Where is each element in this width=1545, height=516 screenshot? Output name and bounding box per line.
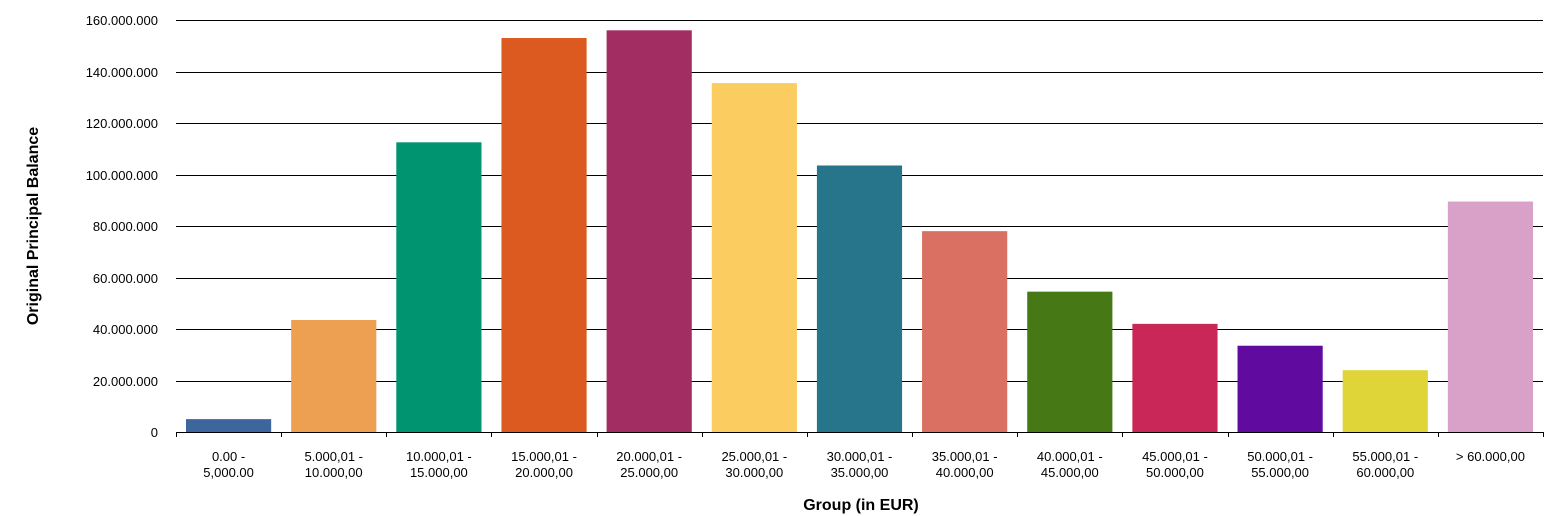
y-tick-label: 60.000.000 xyxy=(93,271,158,286)
y-tick-label: 40.000.000 xyxy=(93,322,158,337)
bar xyxy=(816,165,903,433)
bar xyxy=(1027,291,1113,432)
bar xyxy=(396,142,482,432)
x-tick-label: 25.000,01 -30.000,00 xyxy=(721,449,787,480)
axes xyxy=(176,432,1544,437)
x-tick-label: 55.000,01 -60.000,00 xyxy=(1352,449,1418,480)
bars xyxy=(185,30,1534,433)
y-tick-label: 100.000.000 xyxy=(86,168,158,183)
y-axis-title: Original Principal Balance xyxy=(25,127,42,325)
bar xyxy=(501,38,587,433)
y-tick-label: 160.000.000 xyxy=(86,13,158,28)
y-tick-label: 140.000.000 xyxy=(86,65,158,80)
x-tick-label: 20.000,01 -25.000,00 xyxy=(616,449,682,480)
bar xyxy=(185,419,272,432)
x-tick-label: 45.000,01 -50.000,00 xyxy=(1142,449,1208,480)
y-tick-label: 120.000.000 xyxy=(86,116,158,131)
x-axis-title: Group (in EUR) xyxy=(803,497,919,514)
x-tick-labels: 0.00 -5,000.00 5.000,01 -10.000,00 10.000,… xyxy=(203,449,1525,480)
x-tick-label: 0.00 -5,000.00 xyxy=(203,449,254,480)
bar xyxy=(711,83,797,433)
y-tick-label: 20.000.000 xyxy=(93,374,158,389)
bar xyxy=(1447,201,1534,432)
bar xyxy=(1237,345,1323,432)
bar xyxy=(922,231,1008,432)
bar xyxy=(1342,370,1428,432)
x-tick-label: 5.000,01 -10.000,00 xyxy=(304,449,363,480)
x-tick-label: 40.000,01 -45.000,00 xyxy=(1037,449,1103,480)
bar xyxy=(291,319,377,432)
bar xyxy=(606,30,692,433)
x-tick-label: 50.000,01 -55.000,00 xyxy=(1247,449,1313,480)
x-tick-label: 10.000,01 -15.000,00 xyxy=(406,449,472,480)
bar xyxy=(1132,323,1218,432)
x-tick-label: 30.000,01 -35.000,00 xyxy=(827,449,893,480)
y-tick-labels: 0 20.000.000 40.000.000 60.000.000 80.000.00… xyxy=(86,13,158,440)
x-tick-label: > 60.000,00 xyxy=(1456,449,1525,464)
y-tick-label: 0 xyxy=(151,425,158,440)
y-tick-label: 80.000.000 xyxy=(93,219,158,234)
x-tick-label: 35.000,01 -40.000,00 xyxy=(932,449,998,480)
x-tick-label: 15.000,01 -20.000,00 xyxy=(511,449,577,480)
